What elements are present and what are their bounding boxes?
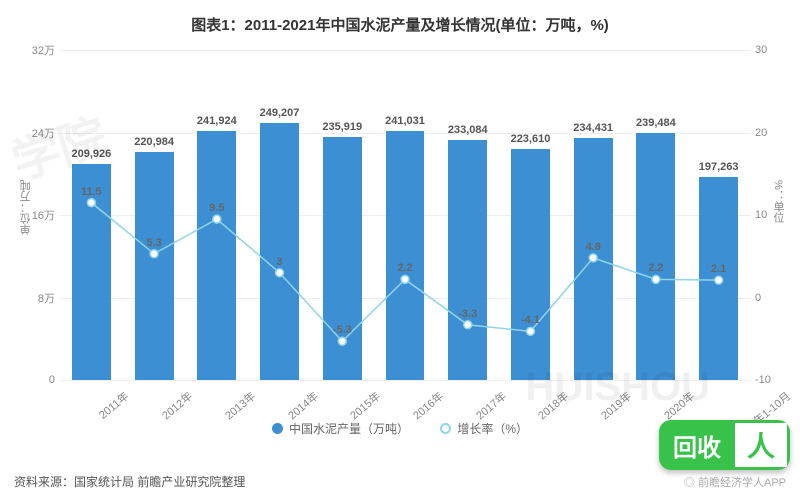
line-value-label: 2.2 — [648, 263, 663, 275]
bar-value-label: 241,031 — [385, 115, 425, 127]
line-marker — [526, 327, 534, 335]
line-marker — [652, 275, 660, 283]
chart-plot-area: 209,926220,984241,924249,207235,919241,0… — [60, 50, 750, 380]
line-value-label: 5.3 — [146, 237, 161, 249]
bar-value-label: 235,919 — [322, 121, 362, 133]
line-value-label: -5.3 — [333, 324, 352, 336]
x-tick-label: 2017年 — [472, 388, 509, 423]
y-right-tick-label: 0 — [755, 292, 795, 304]
legend-label-bar: 中国水泥产量（万吨） — [289, 420, 409, 437]
x-tick-label: 2014年 — [284, 388, 321, 423]
line-marker — [87, 199, 95, 207]
line-marker — [589, 254, 597, 262]
corner-badge: 回收 人 — [659, 420, 790, 470]
y-right-tick-label: 20 — [755, 127, 795, 139]
line-value-label: -3.3 — [458, 308, 477, 320]
line-value-label: 4.8 — [586, 241, 601, 253]
line-marker — [464, 321, 472, 329]
bar-value-label: 223,610 — [511, 133, 551, 145]
legend-swatch-bar — [272, 423, 283, 434]
line-layer — [60, 50, 750, 380]
y-left-tick-label: 32万 — [5, 42, 55, 58]
legend-item-line: 增长率（%） — [440, 420, 528, 437]
bar-value-label: 241,924 — [197, 115, 237, 127]
line-marker — [276, 269, 284, 277]
bar-value-label: 233,084 — [448, 124, 488, 136]
x-tick-label: 2016年 — [409, 388, 446, 423]
y-left-tick-label: 16万 — [5, 207, 55, 223]
legend-swatch-line — [440, 423, 451, 434]
bar-value-label: 249,207 — [260, 107, 300, 119]
y-right-tick-label: -10 — [755, 374, 795, 386]
badge-right: 人 — [735, 420, 790, 470]
y-right-tick-label: 10 — [755, 209, 795, 221]
y-right-tick-label: 30 — [755, 44, 795, 56]
chart-title: 图表1：2011-2021年中国水泥产量及增长情况(单位：万吨，%) — [0, 0, 800, 41]
x-tick-label: 2012年 — [158, 388, 195, 423]
x-tick-label: 2013年 — [221, 388, 258, 423]
line-marker — [213, 215, 221, 223]
line-marker — [715, 276, 723, 284]
legend-item-bar: 中国水泥产量（万吨） — [272, 420, 409, 437]
line-marker — [401, 275, 409, 283]
bar-value-label: 197,263 — [699, 161, 739, 173]
line-value-label: 2.1 — [711, 263, 726, 275]
bar-value-label: 234,431 — [573, 122, 613, 134]
source-text: 资料来源：国家统计局 前瞻产业研究院整理 — [14, 473, 245, 490]
line-value-label: 11.5 — [81, 186, 102, 198]
y-left-tick-label: 8万 — [5, 290, 55, 306]
y-left-tick-label: 0 — [5, 374, 55, 386]
x-tick-label: 2011年 — [95, 388, 132, 423]
line-value-label: 9.5 — [209, 202, 224, 214]
attribution-text: ◎ 前瞻经济学人APP — [684, 474, 786, 490]
watermark-2: HUISHOU — [526, 365, 710, 410]
badge-left: 回收 — [659, 420, 735, 470]
line-value-label: 2.2 — [397, 263, 412, 275]
bar-value-label: 239,484 — [636, 117, 676, 129]
line-marker — [150, 250, 158, 258]
x-tick-label: 2015年 — [347, 388, 384, 423]
line-value-label: -4.1 — [521, 315, 540, 327]
line-marker — [338, 337, 346, 345]
legend-label-line: 增长率（%） — [457, 420, 528, 437]
line-value-label: 3 — [276, 256, 282, 268]
bar-value-label: 220,984 — [134, 136, 174, 148]
